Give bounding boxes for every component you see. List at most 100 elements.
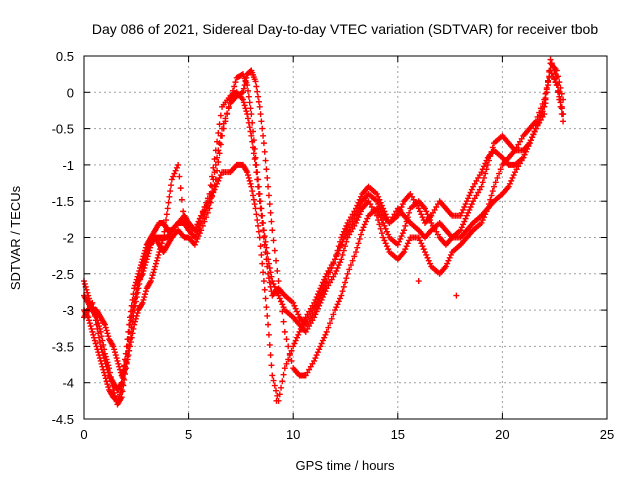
data-point — [351, 253, 358, 260]
data-point — [460, 221, 467, 228]
data-point — [338, 292, 345, 299]
data-point — [239, 96, 246, 103]
data-point — [240, 99, 247, 106]
data-point — [111, 346, 118, 353]
data-point — [323, 328, 330, 335]
data-point — [251, 145, 258, 152]
data-point — [254, 88, 261, 95]
data-point — [126, 347, 133, 354]
data-point — [286, 350, 293, 357]
data-point — [382, 240, 389, 247]
data-point — [373, 190, 380, 197]
data-point — [178, 196, 185, 203]
data-point — [87, 323, 94, 330]
data-point — [332, 256, 339, 263]
data-point — [479, 217, 486, 224]
data-point — [466, 206, 473, 213]
data-point — [480, 214, 487, 221]
data-point — [191, 241, 198, 248]
data-point — [418, 211, 425, 218]
data-point — [94, 325, 101, 332]
data-point — [245, 172, 252, 179]
data-point — [335, 262, 342, 269]
data-point — [217, 112, 224, 119]
data-point — [551, 76, 558, 83]
data-point — [139, 256, 146, 263]
data-point — [526, 140, 533, 147]
data-point — [255, 183, 262, 190]
data-point — [203, 214, 210, 221]
data-point — [380, 234, 387, 241]
data-point — [359, 227, 366, 234]
data-point — [249, 119, 256, 126]
data-point — [142, 244, 149, 251]
data-point — [337, 238, 344, 245]
data-point — [263, 166, 270, 173]
data-point — [531, 128, 538, 135]
data-point — [274, 267, 281, 274]
data-point — [267, 209, 274, 216]
data-point — [335, 243, 342, 250]
data-point — [259, 212, 266, 219]
data-point — [376, 196, 383, 203]
data-point — [211, 156, 218, 163]
data-point — [290, 299, 297, 306]
data-point — [267, 269, 274, 276]
data-point — [207, 199, 214, 206]
data-point — [347, 262, 354, 269]
data-point — [248, 183, 255, 190]
data-point — [126, 321, 133, 328]
data-point — [252, 205, 259, 212]
y-tick-label: -4.5 — [52, 412, 74, 427]
data-point — [489, 188, 496, 195]
data-point — [373, 212, 380, 219]
data-point — [123, 343, 130, 350]
data-point — [116, 366, 123, 373]
data-point — [560, 118, 567, 125]
data-point — [327, 269, 334, 276]
data-point — [210, 164, 217, 171]
data-point — [149, 272, 156, 279]
data-point — [541, 111, 548, 118]
data-point — [97, 343, 104, 350]
data-point — [383, 214, 390, 221]
data-point — [385, 231, 392, 238]
data-point — [257, 198, 264, 205]
data-point — [271, 247, 278, 254]
data-point — [550, 73, 557, 80]
data-point — [275, 292, 282, 299]
x-tick-label: 10 — [286, 427, 300, 442]
data-point — [522, 148, 529, 155]
data-point — [260, 219, 267, 226]
data-point — [260, 269, 267, 276]
data-point — [381, 237, 388, 244]
data-point — [128, 334, 135, 341]
data-point — [269, 278, 276, 285]
data-point — [375, 217, 382, 224]
data-point — [340, 228, 347, 235]
data-point — [142, 291, 149, 298]
data-point — [171, 170, 178, 177]
data-point — [382, 211, 389, 218]
data-point — [487, 196, 494, 203]
data-point — [116, 363, 123, 370]
data-point — [103, 378, 110, 385]
data-point — [273, 257, 280, 264]
data-point — [318, 340, 325, 347]
data-point — [377, 225, 384, 232]
data-point — [383, 228, 390, 235]
data-point — [229, 87, 236, 94]
data-point — [381, 222, 388, 229]
data-point — [458, 209, 465, 216]
data-point — [334, 301, 341, 308]
data-point — [364, 215, 371, 222]
data-point — [91, 337, 98, 344]
data-point — [165, 199, 172, 206]
data-point — [265, 192, 272, 199]
data-point — [361, 221, 368, 228]
data-point — [245, 87, 252, 94]
series-track-3 — [81, 56, 567, 379]
data-point — [137, 264, 144, 271]
data-point — [377, 199, 384, 206]
data-point — [250, 128, 257, 135]
